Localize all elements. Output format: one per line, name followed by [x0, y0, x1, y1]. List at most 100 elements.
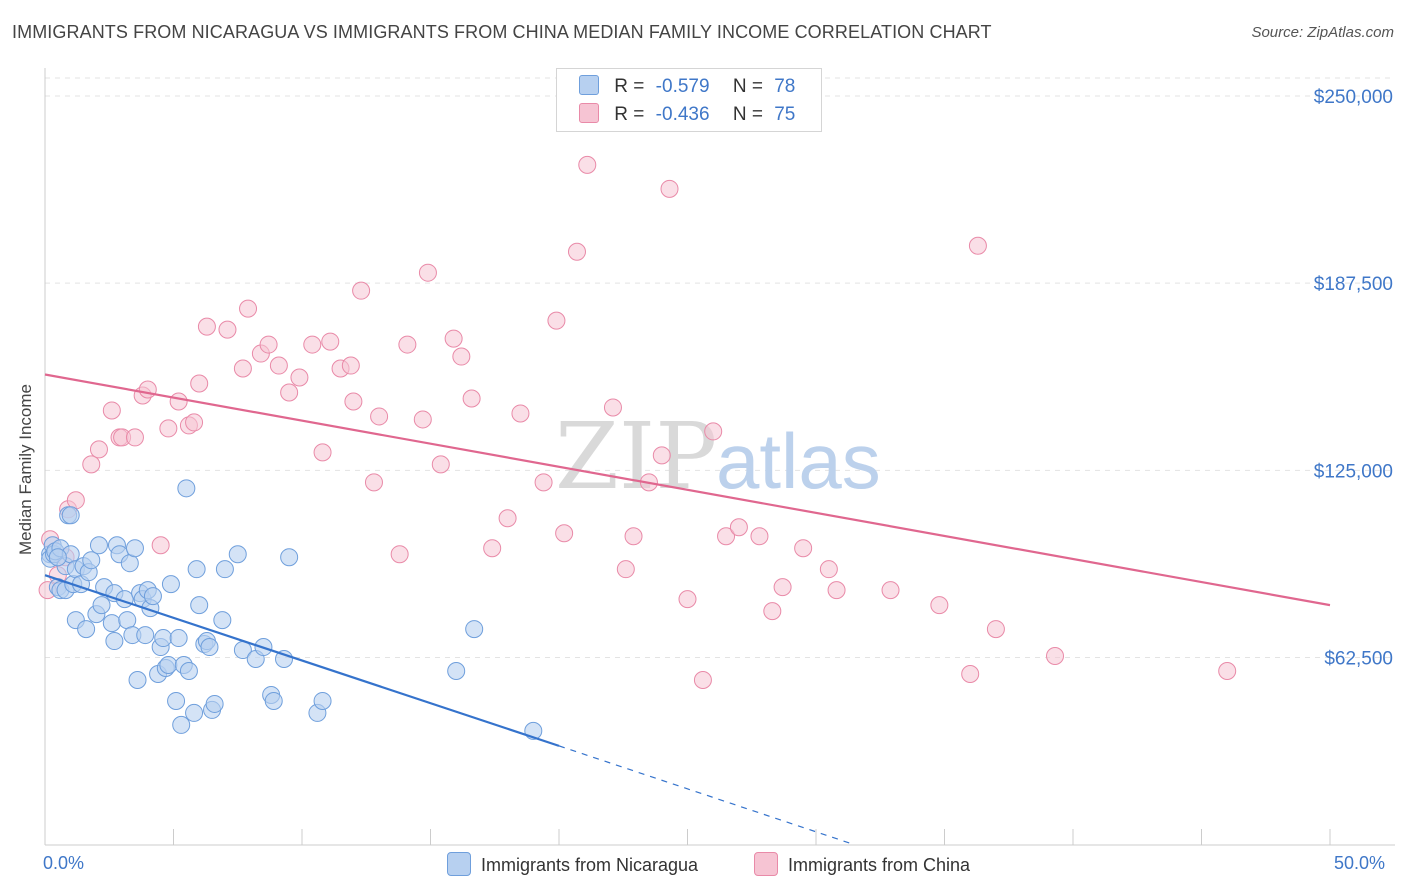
- x-tick-max: 50.0%: [1334, 853, 1386, 873]
- point-china: [138, 380, 157, 399]
- point-china: [603, 398, 622, 417]
- legend-r-value: -0.579: [655, 76, 710, 97]
- series-nicaragua-points: [41, 479, 543, 740]
- point-china: [259, 335, 278, 354]
- point-nicaragua: [190, 596, 209, 615]
- point-china: [364, 473, 383, 492]
- correlation-legend: R = -0.579 N = 78 R = -0.436 N = 75: [556, 68, 822, 132]
- legend-swatch-nicaragua: [447, 852, 471, 876]
- point-china: [704, 422, 723, 441]
- point-nicaragua: [465, 620, 484, 639]
- watermark-zip: ZIP: [555, 403, 717, 510]
- point-nicaragua: [102, 614, 121, 633]
- legend-n-value: 75: [774, 104, 796, 125]
- y-tick-label: $187,500: [1314, 274, 1393, 295]
- point-china: [794, 539, 813, 558]
- point-china: [1046, 647, 1065, 666]
- point-china: [321, 332, 340, 351]
- legend-label-nicaragua: Immigrants from Nicaragua: [481, 855, 699, 875]
- point-china: [197, 317, 216, 336]
- point-china: [370, 407, 389, 426]
- point-china: [398, 335, 417, 354]
- point-nicaragua: [89, 536, 108, 555]
- point-china: [773, 578, 792, 597]
- point-china: [693, 670, 712, 689]
- point-china: [986, 620, 1005, 639]
- point-china: [678, 590, 697, 609]
- trend-lines: [44, 373, 1331, 846]
- legend-r-label: R =: [614, 76, 645, 97]
- point-china: [418, 263, 437, 282]
- point-china: [102, 401, 121, 420]
- point-nicaragua: [275, 650, 294, 669]
- y-tick-label: $125,000: [1314, 461, 1393, 482]
- legend-swatch-nicaragua: [579, 75, 599, 95]
- point-nicaragua: [125, 539, 144, 558]
- legend-item-china[interactable]: Immigrants from China: [754, 852, 970, 876]
- point-nicaragua: [169, 629, 188, 648]
- watermark-atlas: atlas: [716, 417, 881, 505]
- point-china: [151, 536, 170, 555]
- point-china: [819, 560, 838, 579]
- x-tick-min: 0.0%: [43, 853, 85, 873]
- point-china: [452, 347, 471, 366]
- legend-n-value: 78: [774, 76, 796, 97]
- point-nicaragua: [48, 548, 67, 567]
- series-legend: Immigrants from Nicaragua Immigrants fro…: [0, 852, 1406, 878]
- point-china: [169, 392, 188, 411]
- point-china: [1218, 662, 1237, 681]
- legend-n-label: N =: [732, 76, 763, 97]
- point-nicaragua: [179, 662, 198, 681]
- point-china: [190, 374, 209, 393]
- point-china: [341, 356, 360, 375]
- point-china: [763, 602, 782, 621]
- point-nicaragua: [92, 596, 111, 615]
- point-nicaragua: [128, 670, 147, 689]
- legend-r-value: -0.436: [655, 104, 710, 125]
- series-china-points: [38, 155, 1237, 689]
- point-china: [930, 596, 949, 615]
- point-china: [233, 359, 252, 378]
- legend-row-nicaragua: R = -0.579 N = 78: [579, 75, 795, 99]
- point-china: [82, 455, 101, 474]
- legend-swatch-china: [579, 103, 599, 123]
- point-china: [89, 440, 108, 459]
- point-china: [717, 527, 736, 546]
- point-nicaragua: [447, 662, 466, 681]
- point-nicaragua: [172, 715, 191, 734]
- point-china: [652, 446, 671, 465]
- point-china: [185, 413, 204, 432]
- y-tick-labels: $62,500 $125,000 $187,500 $250,000: [1314, 87, 1393, 670]
- chart-title: IMMIGRANTS FROM NICARAGUA VS IMMIGRANTS …: [12, 22, 992, 42]
- point-china: [578, 155, 597, 174]
- point-china: [218, 320, 237, 339]
- point-china: [555, 524, 574, 543]
- point-china: [444, 329, 463, 348]
- point-nicaragua: [185, 703, 204, 722]
- point-china: [961, 664, 980, 683]
- point-nicaragua: [159, 656, 178, 675]
- y-axis-label: Median Family Income: [16, 383, 35, 555]
- point-china: [483, 539, 502, 558]
- point-china: [624, 527, 643, 546]
- trend-line-china: [44, 373, 1331, 607]
- point-china: [462, 389, 481, 408]
- point-nicaragua: [161, 575, 180, 594]
- trend-line-nicaragua: [44, 574, 560, 747]
- point-nicaragua: [105, 632, 124, 651]
- point-nicaragua: [118, 611, 137, 630]
- point-china: [313, 443, 332, 462]
- legend-swatch-china: [754, 852, 778, 876]
- point-china: [660, 179, 679, 198]
- point-nicaragua: [213, 611, 232, 630]
- point-china: [390, 545, 409, 564]
- legend-item-nicaragua[interactable]: Immigrants from Nicaragua: [447, 852, 698, 876]
- point-china: [968, 236, 987, 255]
- point-china: [431, 455, 450, 474]
- point-china: [239, 299, 258, 318]
- point-china: [290, 368, 309, 387]
- point-nicaragua: [154, 629, 173, 648]
- point-china: [66, 491, 85, 510]
- point-nicaragua: [82, 551, 101, 570]
- axis-layer: [44, 68, 1395, 846]
